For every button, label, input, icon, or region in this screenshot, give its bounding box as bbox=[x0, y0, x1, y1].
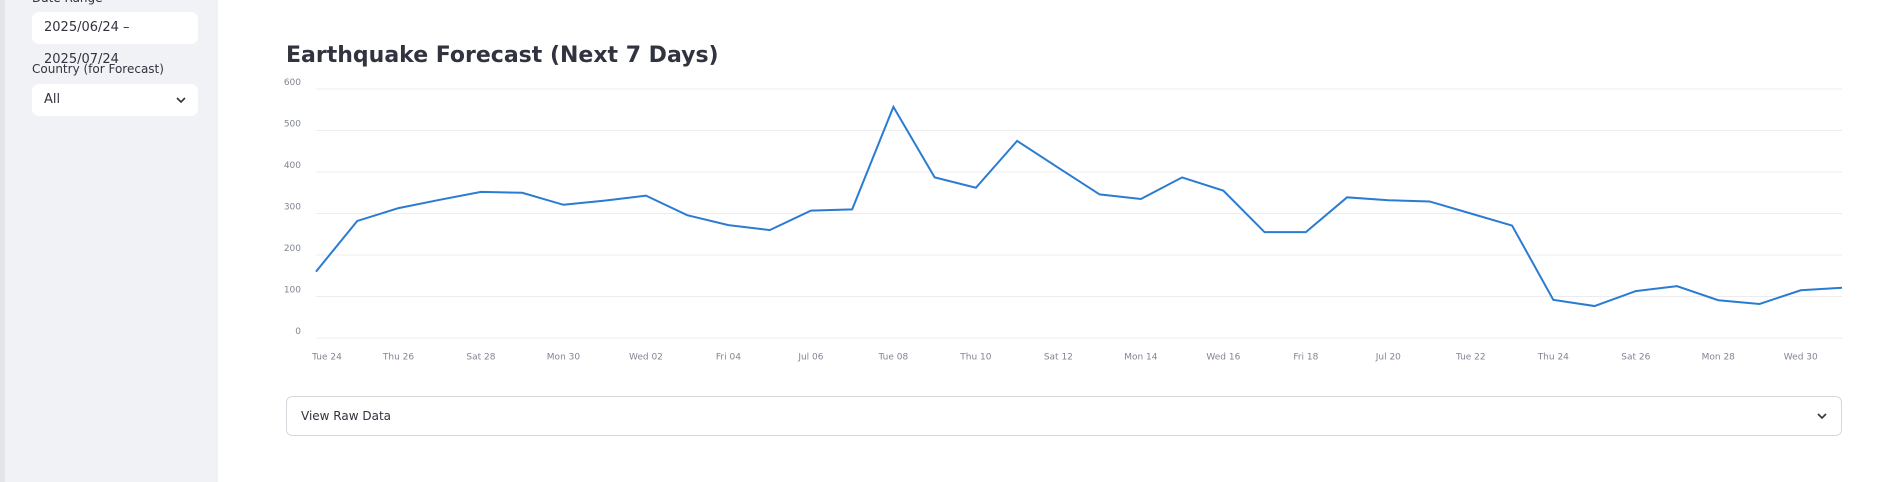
x-tick-label: Mon 30 bbox=[547, 353, 581, 363]
x-tick-label: Mon 28 bbox=[1702, 353, 1736, 363]
y-tick-label: 300 bbox=[284, 203, 301, 213]
x-tick-label: Thu 26 bbox=[382, 353, 414, 363]
x-tick-label: Tue 24 bbox=[311, 353, 342, 363]
x-tick-label: Tue 22 bbox=[1455, 353, 1486, 363]
y-tick-label: 200 bbox=[284, 244, 301, 254]
x-tick-label: Wed 30 bbox=[1784, 353, 1818, 363]
x-tick-label: Fri 04 bbox=[716, 353, 741, 363]
x-tick-label: Jul 06 bbox=[797, 353, 823, 363]
chevron bbox=[1817, 413, 1827, 420]
x-tick-label: Wed 02 bbox=[629, 353, 663, 363]
sidebar: Date Range 2025/06/24 – 2025/07/24 Count… bbox=[0, 0, 218, 482]
y-tick-label: 100 bbox=[284, 286, 301, 296]
line-series bbox=[315, 104, 1843, 308]
x-tick-label: Mon 14 bbox=[1124, 353, 1158, 363]
chevron bbox=[176, 97, 186, 104]
x-tick-label: Tue 08 bbox=[878, 353, 909, 363]
country-label: Country (for Forecast) bbox=[32, 62, 164, 76]
country-value: All bbox=[44, 92, 61, 107]
date-label: Date Range bbox=[32, 0, 103, 5]
x-tick-label: Thu 24 bbox=[1537, 353, 1569, 363]
y-tick-label: 500 bbox=[284, 120, 301, 130]
date-input[interactable]: 2025/06/24 – 2025/07/24 bbox=[32, 12, 198, 67]
x-tick-label: Thu 10 bbox=[959, 353, 991, 363]
country-select[interactable]: All bbox=[32, 84, 198, 116]
y-tick-label: 600 bbox=[284, 78, 301, 88]
expander[interactable]: View Raw Data bbox=[286, 396, 1842, 436]
chart-title: Earthquake Forecast (Next 7 Days) bbox=[286, 43, 719, 68]
x-tick-label: Sat 12 bbox=[1044, 353, 1073, 363]
y-tick-label: 0 bbox=[295, 327, 301, 337]
x-tick-label: Sat 26 bbox=[1621, 353, 1650, 363]
x-tick-label: Sat 28 bbox=[466, 353, 495, 363]
y-tick-label: 400 bbox=[284, 161, 301, 171]
x-tick-label: Jul 20 bbox=[1375, 353, 1401, 363]
expander-label: View Raw Data bbox=[301, 409, 391, 423]
x-tick-label: Wed 16 bbox=[1206, 353, 1240, 363]
x-tick-label: Fri 18 bbox=[1293, 353, 1318, 363]
chart: Earthquake Forecast (Next 7 Days) 0 100 20… bbox=[284, 43, 1843, 363]
